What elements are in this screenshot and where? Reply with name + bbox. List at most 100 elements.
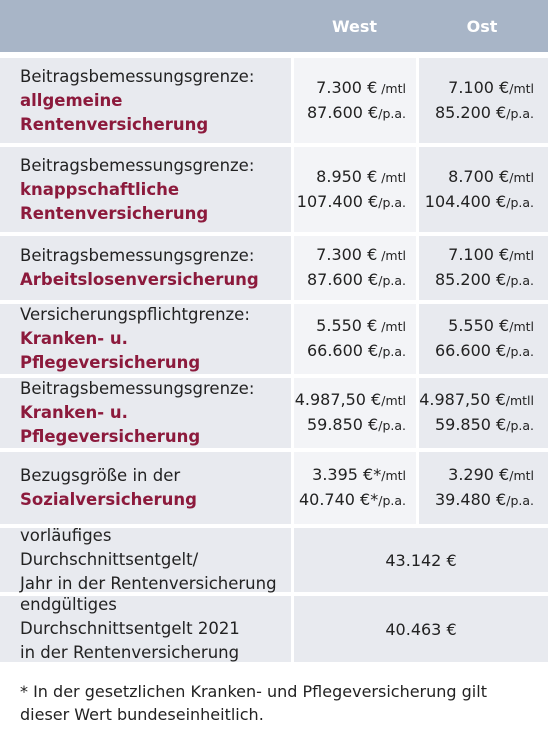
table-row: Beitragsbemessungsgrenze: allgemeine Rente…	[0, 58, 548, 143]
value-line: 8.950 € /mtl	[316, 165, 406, 190]
value-line: 7.300 € /mtl	[316, 243, 406, 268]
amount: 59.850 €	[434, 415, 507, 434]
value-line: 107.400 €/p.a.	[297, 190, 406, 215]
value-line: 5.550 €/mtl	[448, 314, 534, 339]
amount: 66.600 €	[434, 341, 507, 360]
unit: /mtl	[377, 248, 406, 263]
amount: 7.100 €	[448, 77, 510, 97]
unit: /p.a.	[378, 493, 406, 508]
label-highlight: allgemeine	[20, 90, 123, 110]
label-cell: Beitragsbemessungsgrenze: Arbeitslosenver…	[0, 236, 291, 300]
label-text: Bezugsgröße in der	[20, 466, 181, 485]
label-cell: Beitragsbemessungsgrenze: allgemeine Rente…	[0, 58, 291, 143]
unit: /p.a.	[506, 344, 534, 359]
value-line: 87.600 €/p.a.	[307, 101, 406, 126]
value-line: 40.740 €*/p.a.	[299, 488, 406, 513]
amount: 39.480 €	[434, 490, 507, 509]
label-highlight: Arbeitslosenversicherung	[20, 270, 259, 289]
value-line: 66.600 €/p.a.	[435, 339, 534, 364]
label-cell: Beitragsbemessungsgrenze: knappschaftlich…	[0, 147, 291, 232]
unit: /p.a.	[378, 194, 406, 210]
value-line: 7.100 €/mtl	[448, 76, 534, 101]
label-text: vorläufiges Durchschnittsentgelt/	[20, 526, 199, 569]
unit: /p.a.	[506, 105, 534, 121]
unit: /mtl	[509, 319, 534, 334]
table-row: endgültiges Durchschnittsentgelt 2021 in …	[0, 595, 548, 662]
label-cell: Bezugsgröße in der Sozialversicherung	[0, 452, 291, 524]
footnote-line: * In der gesetzlichen Kranken- und Pfleg…	[20, 682, 487, 701]
amount: 3.395 €*	[312, 465, 382, 484]
label-cell: endgültiges Durchschnittsentgelt 2021 in …	[0, 595, 291, 662]
value-line: 104.400 €/p.a.	[425, 190, 534, 215]
ost-cell: 7.100 €/mtl 85.200 €/p.a.	[419, 236, 548, 300]
ost-cell: 7.100 €/mtl 85.200 €/p.a.	[419, 58, 548, 143]
label-text: Beitragsbemessungsgrenze:	[20, 246, 255, 265]
unit: /p.a.	[378, 418, 406, 433]
amount: 3.290 €	[448, 465, 510, 484]
label-text: Jahr in der Rentenversicherung	[20, 574, 277, 593]
value-line: 59.850 €/p.a.	[435, 413, 534, 438]
unit: /mtl	[381, 468, 406, 483]
value-line: 7.300 € /mtl	[316, 76, 406, 101]
amount: 59.850 €	[306, 415, 379, 434]
unit: /p.a.	[506, 418, 534, 433]
value-text: 43.142 €	[385, 550, 457, 570]
label-highlight: Sozialversicherung	[20, 490, 197, 509]
label-highlight: Kranken- u. Pflegeversicherung	[20, 329, 201, 372]
west-cell: 5.550 € /mtl 66.600 €/p.a.	[294, 304, 416, 374]
amount: 8.700 €	[448, 166, 510, 186]
value-text: 40.463 €	[385, 619, 457, 639]
label-cell: vorläufiges Durchschnittsentgelt/Jahr in…	[0, 526, 291, 593]
label-text: Beitragsbemessungsgrenze:	[20, 379, 255, 398]
footnote: * In der gesetzlichen Kranken- und Pfleg…	[20, 680, 487, 726]
west-cell: 8.950 € /mtl 107.400 €/p.a.	[294, 147, 416, 232]
unit: /p.a.	[378, 105, 406, 121]
west-cell: 7.300 € /mtl 87.600 €/p.a.	[294, 58, 416, 143]
table-row: Beitragsbemessungsgrenze: Kranken- u. Pfl…	[0, 378, 548, 448]
ost-cell: 4.987,50 €/mtll 59.850 €/p.a.	[419, 378, 548, 448]
amount: 8.950 €	[316, 166, 378, 186]
table-row: vorläufiges Durchschnittsentgelt/Jahr in…	[0, 526, 548, 593]
amount: 7.300 €	[316, 245, 378, 264]
value-line: 3.395 €*/mtl	[312, 463, 406, 488]
label-highlight: Rentenversicherung	[20, 203, 209, 223]
amount: 66.600 €	[306, 341, 379, 360]
west-cell: 7.300 € /mtl 87.600 €/p.a.	[294, 236, 416, 300]
label-text: Versicherungspflichtgrenze:	[20, 305, 250, 324]
unit: /mtl	[377, 80, 406, 96]
unit: /mtll	[505, 393, 534, 408]
value-line: 4.987,50 €/mtll	[419, 388, 534, 413]
unit: /mtl	[509, 169, 534, 185]
value-line: 66.600 €/p.a.	[307, 339, 406, 364]
west-cell: 3.395 €*/mtl 40.740 €*/p.a.	[294, 452, 416, 524]
value-line: 8.700 €/mtl	[448, 165, 534, 190]
unit: /p.a.	[506, 273, 534, 288]
amount: 40.740 €*	[298, 490, 379, 509]
unit: /p.a.	[506, 194, 534, 210]
label-cell: Versicherungspflichtgrenze: Kranken- u. P…	[0, 304, 291, 374]
ost-cell: 5.550 €/mtl 66.600 €/p.a.	[419, 304, 548, 374]
header-west: West	[331, 16, 378, 36]
value-cell: 43.142 €	[294, 528, 548, 592]
amount: 85.200 €	[434, 102, 507, 122]
label-text: Beitragsbemessungsgrenze:	[20, 155, 255, 175]
unit: /p.a.	[378, 273, 406, 288]
header-row: West Ost	[0, 0, 548, 52]
amount: 4.987,50 €	[419, 390, 506, 409]
unit: /mtl	[381, 393, 406, 408]
label-text: Beitragsbemessungsgrenze:	[20, 66, 255, 86]
west-cell: 4.987,50 €/mtl 59.850 €/p.a.	[294, 378, 416, 448]
table-row: Versicherungspflichtgrenze: Kranken- u. P…	[0, 304, 548, 374]
value-line: 85.200 €/p.a.	[435, 101, 534, 126]
value-line: 85.200 €/p.a.	[435, 268, 534, 293]
label-text: endgültiges Durchschnittsentgelt 2021	[20, 595, 240, 638]
value-line: 87.600 €/p.a.	[307, 268, 406, 293]
unit: /p.a.	[506, 493, 534, 508]
amount: 107.400 €	[296, 191, 379, 211]
value-line: 3.290 €/mtl	[448, 463, 534, 488]
header-spacer	[0, 0, 293, 52]
unit: /mtl	[509, 468, 534, 483]
ost-cell: 8.700 €/mtl 104.400 €/p.a.	[419, 147, 548, 232]
label-text: in der Rentenversicherung	[20, 643, 240, 662]
footnote-line: dieser Wert bundeseinheitlich.	[20, 705, 264, 724]
